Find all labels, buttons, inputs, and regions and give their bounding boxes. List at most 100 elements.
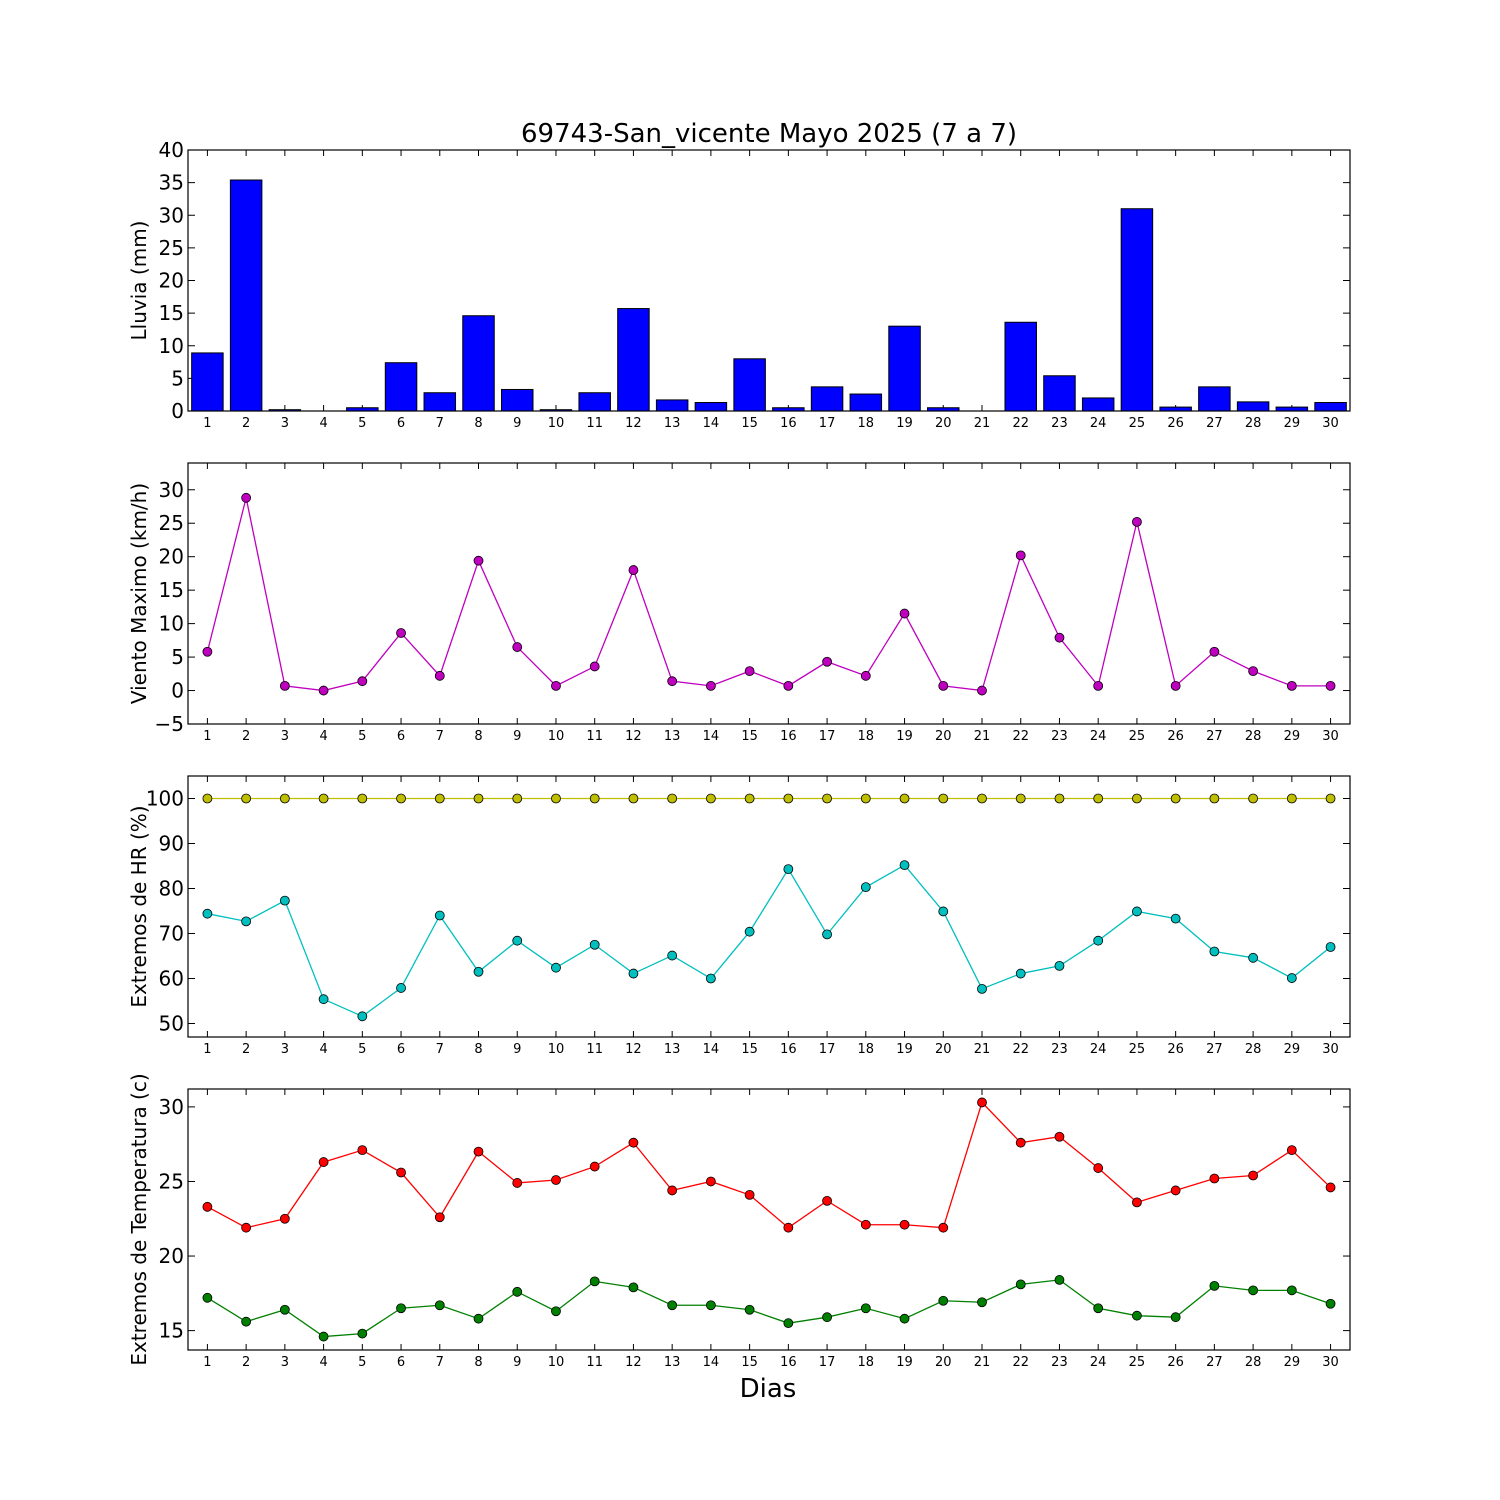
data-point	[202, 1292, 213, 1303]
data-point	[1325, 1182, 1336, 1193]
x-tick-label: 6	[397, 1042, 405, 1057]
y-tick-label: 60	[159, 967, 184, 991]
x-tick-label: 20	[935, 729, 952, 744]
bar	[1198, 386, 1231, 412]
data-point	[977, 793, 987, 804]
y-tick-label: 90	[159, 832, 184, 856]
data-point	[512, 793, 523, 804]
data-point	[396, 983, 406, 993]
data-point	[1093, 1163, 1104, 1173]
x-tick-label: 21	[974, 729, 991, 744]
data-point	[667, 1185, 678, 1196]
data-point	[783, 1318, 794, 1329]
data-point	[744, 1304, 755, 1315]
x-tick-label: 8	[474, 1355, 482, 1370]
x-tick-label: 26	[1167, 416, 1184, 431]
data-point	[434, 1212, 445, 1223]
x-tick-label: 5	[358, 1042, 366, 1057]
data-point	[938, 1222, 949, 1233]
x-tick-label: 28	[1245, 1042, 1262, 1057]
data-point	[589, 939, 600, 950]
data-point	[1054, 793, 1065, 804]
data-point	[1093, 935, 1104, 946]
x-tick-label: 22	[1012, 1042, 1029, 1057]
x-tick-label: 23	[1051, 1042, 1068, 1057]
y-tick-label: 10	[159, 612, 184, 636]
bar	[1004, 321, 1037, 412]
data-point	[860, 670, 871, 681]
x-tick-label: 7	[436, 1042, 444, 1057]
x-tick-label: 1	[203, 416, 211, 431]
x-tick-label: 8	[474, 416, 482, 431]
data-point	[318, 793, 329, 804]
x-tick-label: 7	[436, 416, 444, 431]
x-tick-label: 11	[586, 1355, 603, 1370]
data-point	[589, 661, 600, 672]
y-axis-label: Lluvia (mm)	[127, 221, 151, 341]
x-tick-label: 10	[548, 729, 565, 744]
data-point	[1132, 1310, 1142, 1321]
x-tick-label: 16	[780, 729, 797, 744]
data-point	[318, 1331, 329, 1342]
bar	[733, 358, 766, 412]
data-point	[318, 994, 329, 1005]
data-point	[667, 793, 678, 804]
data-point	[744, 1189, 755, 1200]
x-tick-label: 10	[548, 416, 565, 431]
data-point	[279, 680, 290, 691]
data-point	[705, 1300, 716, 1311]
x-tick-label: 11	[586, 1042, 603, 1057]
x-tick-label: 7	[436, 729, 444, 744]
data-point	[860, 793, 871, 804]
x-tick-label: 4	[319, 416, 327, 431]
data-point	[551, 1175, 561, 1185]
data-point	[822, 1195, 832, 1206]
x-tick-label: 17	[819, 1355, 836, 1370]
data-point	[822, 929, 832, 940]
bar	[1236, 401, 1270, 412]
y-tick-label: 0	[171, 679, 184, 703]
x-tick-label: 13	[664, 416, 681, 431]
x-tick-label: 25	[1129, 1355, 1146, 1370]
bar	[810, 386, 844, 412]
y-tick-label: 20	[159, 1244, 184, 1268]
data-point	[473, 966, 484, 977]
x-tick-label: 13	[664, 1355, 681, 1370]
x-tick-label: 21	[974, 1355, 991, 1370]
y-tick-label: 15	[159, 578, 184, 602]
x-tick-label: 9	[513, 416, 521, 431]
data-point	[434, 670, 445, 681]
data-point	[396, 793, 406, 804]
data-point	[241, 916, 252, 927]
data-point	[1093, 793, 1104, 804]
data-point	[822, 656, 832, 667]
x-tick-label: 12	[625, 1355, 642, 1370]
data-point	[396, 1167, 406, 1178]
x-tick-label: 12	[625, 1042, 642, 1057]
y-tick-label: 25	[159, 236, 184, 260]
y-tick-label: 30	[159, 203, 184, 227]
x-tick-label: 16	[780, 416, 797, 431]
data-point	[241, 793, 252, 804]
x-tick-label: 6	[397, 729, 405, 744]
x-tick-label: 3	[281, 1355, 289, 1370]
x-tick-label: 24	[1090, 1355, 1107, 1370]
data-point	[357, 1011, 368, 1022]
bar	[1043, 375, 1076, 412]
x-tick-label: 25	[1129, 416, 1146, 431]
data-point	[241, 1316, 252, 1327]
x-tick-label: 7	[436, 1355, 444, 1370]
x-tick-label: 5	[358, 1355, 366, 1370]
data-point	[860, 882, 871, 893]
data-point	[512, 642, 523, 652]
data-point	[357, 1328, 368, 1339]
data-point	[1248, 1285, 1259, 1296]
data-point	[899, 1219, 910, 1230]
data-point	[977, 1297, 987, 1308]
data-point	[1170, 1185, 1181, 1196]
data-point	[938, 1295, 949, 1306]
data-point	[434, 1300, 445, 1311]
x-tick-label: 1	[203, 1355, 211, 1370]
data-point	[1248, 793, 1259, 804]
x-tick-label: 2	[242, 729, 250, 744]
